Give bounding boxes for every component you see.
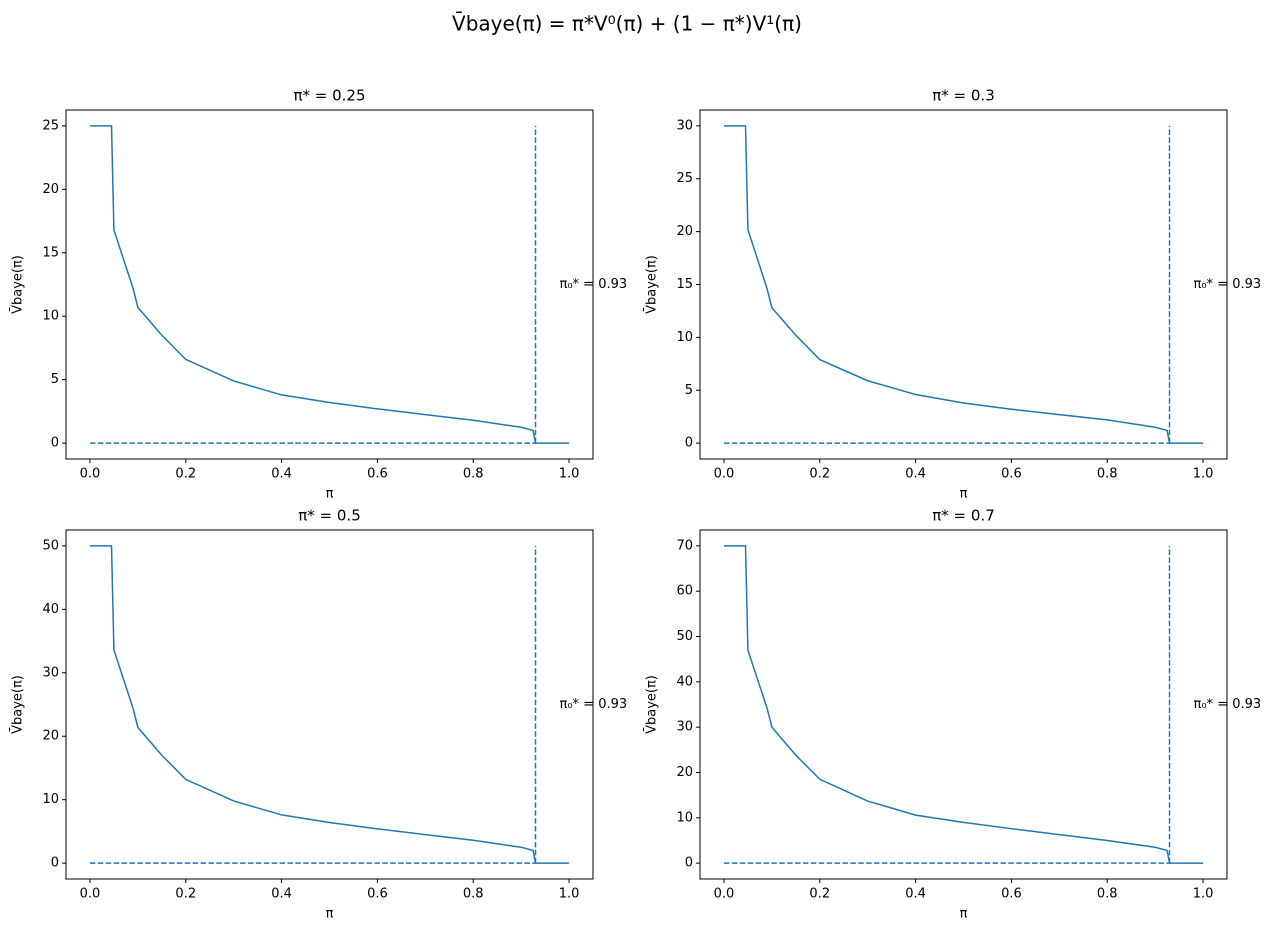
x-tick-label: 1.0	[559, 887, 580, 902]
y-tick-label: 10	[676, 810, 693, 825]
y-tick-label: 20	[676, 765, 693, 780]
x-axis-label: π	[326, 487, 334, 502]
curve	[89, 545, 570, 864]
y-tick-label: 15	[676, 277, 693, 292]
y-tick-label: 25	[42, 118, 59, 133]
x-tick-label: 0.0	[714, 467, 735, 482]
x-tick-label: 0.4	[905, 887, 926, 902]
x-tick-label: 0.0	[714, 887, 735, 902]
x-axis-label: π	[960, 487, 968, 502]
subplot-title: π* = 0.7	[932, 507, 995, 525]
curve	[723, 125, 1204, 444]
curve	[89, 125, 570, 444]
x-tick-label: 0.2	[809, 887, 830, 902]
y-axis-label: V̄baye(π)	[10, 255, 25, 314]
y-tick-label: 10	[676, 330, 693, 345]
x-tick-label: 0.2	[175, 887, 196, 902]
y-tick-label: 30	[676, 720, 693, 735]
x-tick-label: 1.0	[559, 467, 580, 482]
y-tick-label: 0	[51, 856, 59, 871]
figure-title: V̄baye(π) = π*V⁰(π) + (1 − π*)V¹(π)	[452, 11, 802, 36]
x-tick-label: 0.2	[175, 467, 196, 482]
x-tick-label: 0.6	[367, 467, 388, 482]
x-tick-label: 0.8	[1097, 887, 1118, 902]
annotation: π₀* = 0.93	[1194, 277, 1262, 292]
x-tick-label: 1.0	[1193, 467, 1214, 482]
y-tick-label: 5	[51, 372, 59, 387]
axes-frame	[65, 529, 594, 880]
y-tick-label: 0	[51, 436, 59, 451]
x-tick-label: 0.0	[80, 887, 101, 902]
x-tick-label: 0.4	[905, 467, 926, 482]
x-tick-label: 0.4	[271, 467, 292, 482]
x-tick-label: 0.8	[463, 887, 484, 902]
y-axis-label: V̄baye(π)	[10, 675, 25, 734]
x-tick-label: 0.6	[1001, 467, 1022, 482]
y-tick-label: 20	[676, 224, 693, 239]
x-axis-label: π	[960, 907, 968, 922]
x-tick-label: 0.8	[1097, 467, 1118, 482]
y-tick-label: 50	[42, 538, 59, 553]
y-axis-label: V̄baye(π)	[644, 675, 659, 734]
annotation: π₀* = 0.93	[1194, 697, 1262, 712]
y-axis-label: V̄baye(π)	[644, 255, 659, 314]
y-tick-label: 70	[676, 538, 693, 553]
x-tick-label: 0.8	[463, 467, 484, 482]
x-tick-label: 0.6	[367, 887, 388, 902]
y-tick-label: 20	[42, 729, 59, 744]
axes-frame	[699, 529, 1228, 880]
y-tick-label: 0	[685, 436, 693, 451]
subplot-title: π* = 0.25	[293, 87, 365, 105]
x-axis-label: π	[326, 907, 334, 922]
curve	[723, 545, 1204, 864]
axes-frame	[699, 109, 1228, 460]
y-tick-label: 0	[685, 856, 693, 871]
axes-frame	[65, 109, 594, 460]
x-tick-label: 0.6	[1001, 887, 1022, 902]
y-tick-label: 15	[42, 245, 59, 260]
y-tick-label: 40	[676, 674, 693, 689]
annotation: π₀* = 0.93	[560, 697, 628, 712]
y-tick-label: 20	[42, 182, 59, 197]
y-tick-label: 60	[676, 584, 693, 599]
y-tick-label: 30	[676, 118, 693, 133]
y-tick-label: 25	[676, 171, 693, 186]
y-tick-label: 30	[42, 665, 59, 680]
x-tick-label: 0.0	[80, 467, 101, 482]
x-tick-label: 0.2	[809, 467, 830, 482]
annotation: π₀* = 0.93	[560, 277, 628, 292]
y-tick-label: 40	[42, 602, 59, 617]
subplot-title: π* = 0.3	[932, 87, 995, 105]
y-tick-label: 10	[42, 309, 59, 324]
x-tick-label: 0.4	[271, 887, 292, 902]
y-tick-label: 50	[676, 629, 693, 644]
x-tick-label: 1.0	[1193, 887, 1214, 902]
y-tick-label: 5	[685, 383, 693, 398]
subplot-title: π* = 0.5	[298, 507, 361, 525]
y-tick-label: 10	[42, 792, 59, 807]
